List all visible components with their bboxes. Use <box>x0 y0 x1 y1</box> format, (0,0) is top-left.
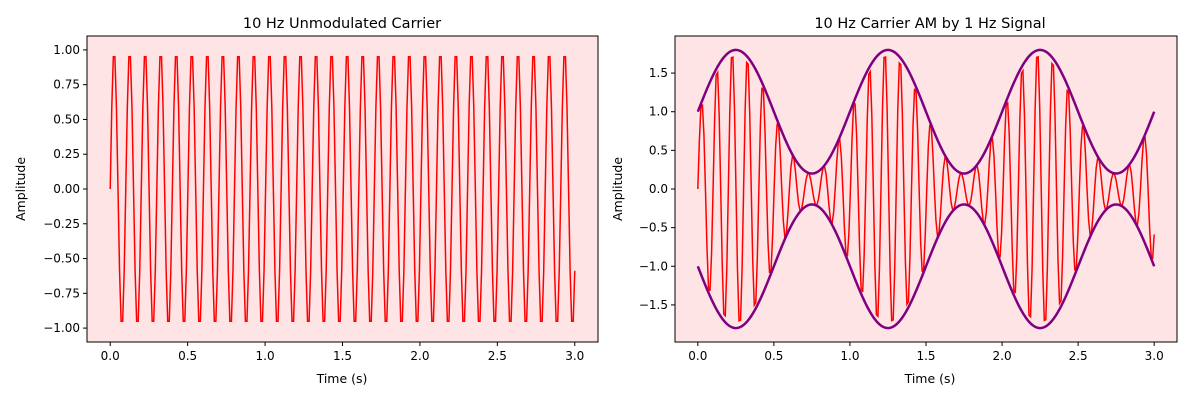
x-axis-label-right: Time (s) <box>904 371 956 386</box>
x-tick-label: 1.5 <box>333 349 352 363</box>
x-ticks-left: 0.0 0.5 1.0 1.5 2.0 2.5 3.0 <box>101 342 584 363</box>
x-tick-label: 1.0 <box>256 349 275 363</box>
chart-left: 0.0 0.5 1.0 1.5 2.0 2.5 3.0 1.00 0.75 0.50 0.25 0.… <box>13 16 599 386</box>
y-axis-label-right: Amplitude <box>610 157 625 221</box>
y-ticks-right: 1.5 1.0 0.5 0.0 −0.5 −1.0 −1.5 <box>639 66 675 312</box>
y-tick-label: 1.00 <box>53 43 80 57</box>
chart-title-left: 10 Hz Unmodulated Carrier <box>243 16 441 32</box>
lower-envelope-line <box>696 203 1156 330</box>
y-axis-label-left: Amplitude <box>13 157 28 221</box>
y-tick-label: 0.75 <box>53 78 80 92</box>
x-tick-label: 3.0 <box>1145 349 1164 363</box>
y-tick-label: 0.50 <box>53 112 80 126</box>
x-tick-label: 1.0 <box>840 349 859 363</box>
y-tick-label: 1.0 <box>649 105 668 119</box>
x-tick-label: 1.5 <box>916 349 935 363</box>
y-tick-label: 0.25 <box>53 147 80 161</box>
y-tick-label: −0.50 <box>43 252 80 266</box>
x-tick-label: 0.0 <box>688 349 707 363</box>
carrier-line <box>109 55 576 323</box>
x-tick-label: 0.5 <box>764 349 783 363</box>
y-tick-label: −1.0 <box>639 259 668 273</box>
am-signal-line <box>697 55 1155 322</box>
y-tick-label: −1.00 <box>43 321 80 335</box>
y-tick-label: −0.25 <box>43 217 80 231</box>
chart-title-right: 10 Hz Carrier AM by 1 Hz Signal <box>814 16 1045 32</box>
x-tick-label: 0.0 <box>101 349 120 363</box>
y-ticks-left: 1.00 0.75 0.50 0.25 0.00 −0.25 −0.50 −0.75 −1.00 <box>43 43 87 335</box>
x-tick-label: 3.0 <box>565 349 584 363</box>
y-tick-label: −1.5 <box>639 298 668 312</box>
x-tick-label: 0.5 <box>178 349 197 363</box>
x-tick-label: 2.0 <box>993 349 1012 363</box>
x-tick-label: 2.5 <box>1069 349 1088 363</box>
x-ticks-right: 0.0 0.5 1.0 1.5 2.0 2.5 3.0 <box>688 342 1164 363</box>
x-tick-label: 2.5 <box>488 349 507 363</box>
y-tick-label: −0.75 <box>43 286 80 300</box>
y-tick-label: 0.0 <box>649 182 668 196</box>
upper-envelope-line <box>696 48 1156 175</box>
y-tick-label: 1.5 <box>649 66 668 80</box>
x-tick-label: 2.0 <box>410 349 429 363</box>
chart-right: 0.0 0.5 1.0 1.5 2.0 2.5 3.0 1.5 1.0 0.5 0.0 −0.5 −1… <box>610 16 1178 386</box>
x-axis-label-left: Time (s) <box>316 371 368 386</box>
y-tick-label: 0.00 <box>53 182 80 196</box>
y-tick-label: −0.5 <box>639 221 668 235</box>
y-tick-label: 0.5 <box>649 143 668 157</box>
